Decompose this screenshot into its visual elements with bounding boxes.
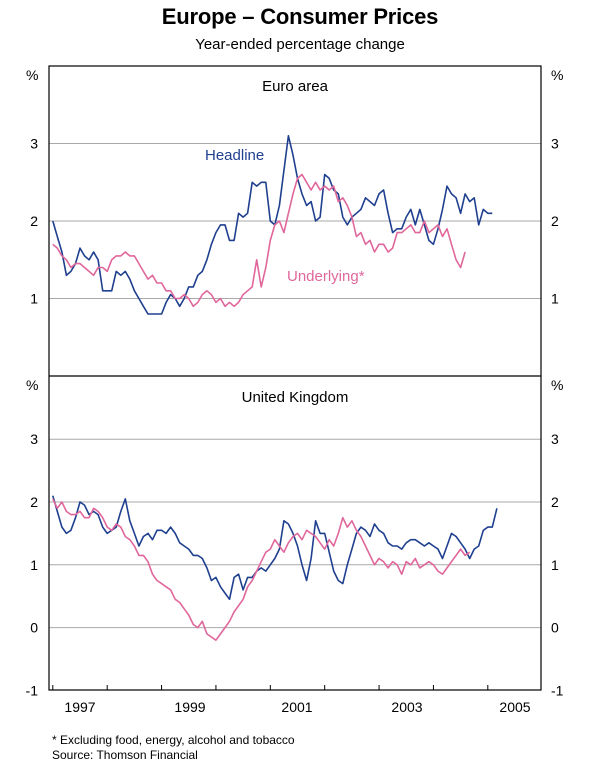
- annotation-underlying: Underlying*: [287, 268, 365, 285]
- y-tick-label-left: 3: [30, 431, 38, 447]
- series-line-underlying: [52, 498, 471, 642]
- chart-title: Europe – Consumer Prices: [161, 4, 439, 29]
- panel-euro-area: 1 1 2 2 3 3% % Euro area Headline Underlying*: [26, 67, 563, 315]
- y-tick-label-right: 1: [551, 557, 559, 573]
- y-unit-label-left: %: [26, 377, 38, 393]
- x-tick-label: 2001: [281, 699, 312, 715]
- x-tick-label: 2003: [391, 699, 422, 715]
- y-tick-label-right: 2: [551, 494, 559, 510]
- y-tick-label-right: 3: [551, 431, 559, 447]
- y-tick-label-right: -1: [551, 682, 564, 698]
- footnotes: * Excluding food, energy, alcohol and to…: [52, 733, 295, 763]
- y-tick-label-left: 0: [30, 620, 38, 636]
- y-unit-label-right: %: [551, 377, 563, 393]
- chart-subtitle: Year-ended percentage change: [195, 36, 405, 53]
- y-tick-label-left: -1: [26, 682, 39, 698]
- x-tick-label: 1999: [174, 699, 205, 715]
- y-tick-label-left: 1: [30, 291, 38, 307]
- footnote-note: * Excluding food, energy, alcohol and to…: [52, 733, 295, 747]
- panel-title: Euro area: [262, 78, 329, 95]
- y-tick-label-left: 2: [30, 494, 38, 510]
- y-tick-label-left: 3: [30, 136, 38, 152]
- series-line-headline: [52, 135, 493, 315]
- x-tick-label: 2005: [499, 699, 530, 715]
- series-line-underlying: [52, 173, 466, 308]
- y-tick-label-left: 1: [30, 557, 38, 573]
- y-tick-label-right: 1: [551, 291, 559, 307]
- y-tick-label-right: 2: [551, 213, 559, 229]
- y-unit-label-right: %: [551, 67, 563, 83]
- panel-united-kingdom: -1 -1 0 0 1 1 2 2 3 3% % United Kingdom: [26, 377, 564, 698]
- y-unit-label-left: %: [26, 67, 38, 83]
- y-tick-label-right: 0: [551, 620, 559, 636]
- panel-title: United Kingdom: [242, 389, 349, 406]
- footnote-source: Source: Thomson Financial: [52, 748, 198, 762]
- x-tick-label: 1997: [64, 699, 95, 715]
- plot-frame: [48, 65, 542, 691]
- y-tick-label-left: 2: [30, 213, 38, 229]
- series-line-headline: [52, 495, 498, 601]
- annotation-headline: Headline: [205, 147, 264, 164]
- y-tick-label-right: 3: [551, 136, 559, 152]
